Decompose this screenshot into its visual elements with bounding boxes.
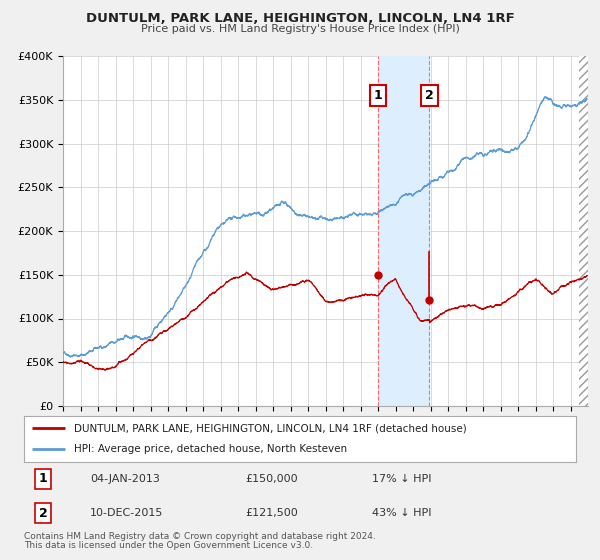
Text: DUNTULM, PARK LANE, HEIGHINGTON, LINCOLN, LN4 1RF (detached house): DUNTULM, PARK LANE, HEIGHINGTON, LINCOLN… (74, 423, 466, 433)
Text: 1: 1 (374, 89, 383, 102)
Text: £121,500: £121,500 (245, 508, 298, 518)
Text: 43% ↓ HPI: 43% ↓ HPI (372, 508, 431, 518)
Text: 04-JAN-2013: 04-JAN-2013 (90, 474, 160, 484)
Bar (378, 56, 430, 406)
Text: Price paid vs. HM Land Registry's House Price Index (HPI): Price paid vs. HM Land Registry's House … (140, 24, 460, 34)
Text: 2: 2 (425, 89, 434, 102)
Text: £150,000: £150,000 (245, 474, 298, 484)
Text: 1: 1 (39, 473, 47, 486)
Text: DUNTULM, PARK LANE, HEIGHINGTON, LINCOLN, LN4 1RF: DUNTULM, PARK LANE, HEIGHINGTON, LINCOLN… (86, 12, 514, 25)
Text: Contains HM Land Registry data © Crown copyright and database right 2024.: Contains HM Land Registry data © Crown c… (24, 532, 376, 541)
Text: This data is licensed under the Open Government Licence v3.0.: This data is licensed under the Open Gov… (24, 541, 313, 550)
Text: 2: 2 (39, 507, 47, 520)
Bar (579, 56, 588, 406)
Text: 10-DEC-2015: 10-DEC-2015 (90, 508, 164, 518)
Text: 17% ↓ HPI: 17% ↓ HPI (372, 474, 431, 484)
Text: HPI: Average price, detached house, North Kesteven: HPI: Average price, detached house, Nort… (74, 444, 347, 454)
